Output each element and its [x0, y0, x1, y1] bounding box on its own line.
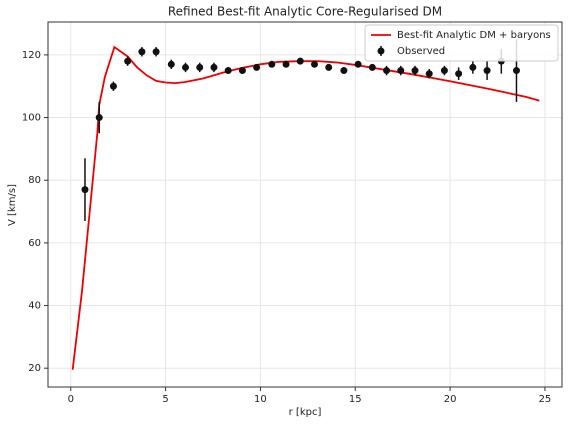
data-point — [368, 63, 376, 71]
legend-label: Best-fit Analytic DM + baryons — [397, 30, 551, 41]
x-tick-label: 10 — [254, 394, 267, 405]
data-point — [310, 60, 318, 68]
data-point — [109, 82, 117, 90]
data-point — [95, 114, 103, 122]
data-point — [440, 67, 448, 75]
legend-box — [364, 24, 559, 62]
data-point — [397, 67, 405, 75]
y-axis-label: V [km/s] — [7, 184, 18, 226]
legend-marker — [377, 47, 385, 55]
model-line — [71, 45, 540, 370]
data-point — [455, 70, 463, 78]
data-point — [196, 63, 204, 71]
data-point — [138, 48, 146, 56]
data-point — [383, 67, 391, 75]
data-point — [152, 48, 160, 56]
x-tick-label: 15 — [349, 394, 362, 405]
data-point — [296, 57, 304, 65]
x-tick-label: 5 — [162, 394, 168, 405]
data-point — [268, 60, 276, 68]
chart-title: Refined Best-fit Analytic Core-Regularis… — [168, 5, 442, 19]
data-point — [224, 67, 232, 75]
x-tick-label: 25 — [539, 394, 552, 405]
data-point — [238, 67, 246, 75]
data-point — [425, 70, 433, 78]
data-point — [81, 186, 89, 194]
x-tick-label: 20 — [444, 394, 457, 405]
data-point — [253, 63, 261, 71]
data-point — [182, 63, 190, 71]
y-tick-label: 120 — [22, 50, 41, 61]
y-tick-label: 60 — [28, 238, 41, 249]
y-tick-label: 40 — [28, 301, 41, 312]
x-tick-label: 0 — [68, 394, 74, 405]
data-point — [512, 67, 520, 75]
data-point — [167, 60, 175, 68]
data-point — [282, 60, 290, 68]
data-point — [210, 63, 218, 71]
x-axis-label: r [kpc] — [289, 407, 322, 418]
data-point — [340, 67, 348, 75]
legend-label: Observed — [397, 46, 445, 57]
data-point — [469, 63, 477, 71]
data-point — [124, 57, 132, 65]
data-point — [354, 60, 362, 68]
y-tick-label: 80 — [28, 175, 41, 186]
data-point — [483, 67, 491, 75]
data-point — [411, 67, 419, 75]
y-tick-label: 20 — [28, 363, 41, 374]
plot-frame — [47, 21, 563, 388]
data-point — [325, 63, 333, 71]
y-tick-label: 100 — [22, 113, 41, 124]
